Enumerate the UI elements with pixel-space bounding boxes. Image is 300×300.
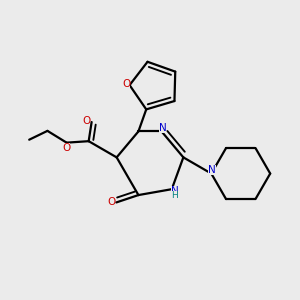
- Text: O: O: [82, 116, 91, 126]
- Text: O: O: [62, 143, 70, 153]
- Text: N: N: [171, 186, 178, 196]
- Text: O: O: [122, 79, 130, 89]
- Text: N: N: [208, 165, 216, 175]
- Text: H: H: [171, 191, 178, 200]
- Text: N: N: [159, 124, 166, 134]
- Text: O: O: [107, 197, 115, 207]
